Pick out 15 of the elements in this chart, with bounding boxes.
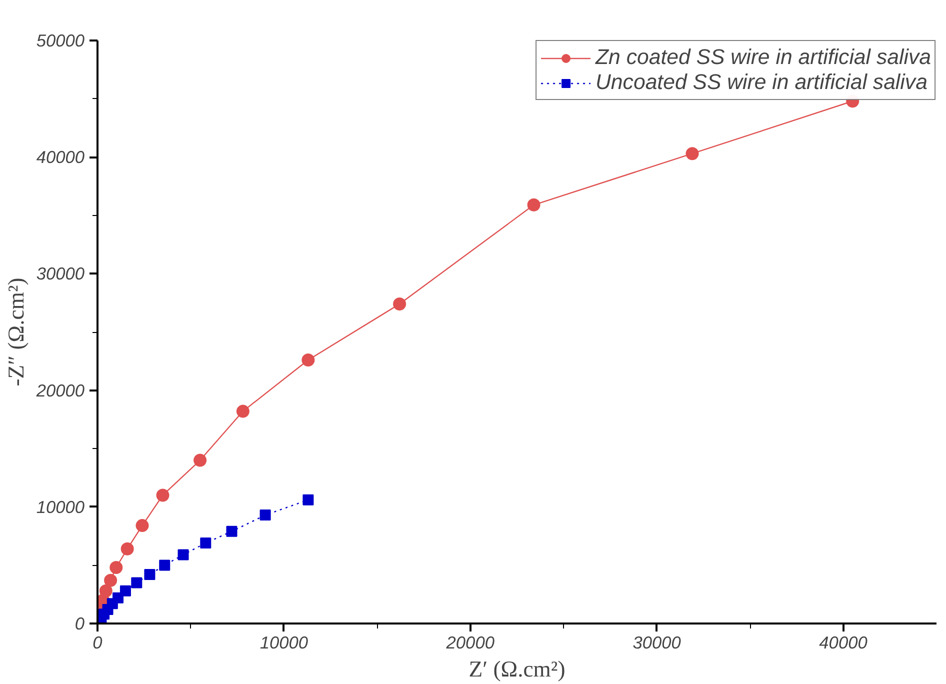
x-tick-label: 10000 xyxy=(260,632,308,652)
y-tick-label: 50000 xyxy=(36,30,85,50)
y-tick-label: 10000 xyxy=(36,496,85,517)
x-tick-label: 20000 xyxy=(445,632,495,652)
x-tick-label: 0 xyxy=(92,632,103,652)
legend-label: Zn coated SS wire in artificial saliva xyxy=(596,45,931,70)
x-axis-title: Z′ (Ω.cm²) xyxy=(468,656,566,682)
y-axis-title: -Z″ (Ω.cm²) xyxy=(3,278,28,386)
y-tick-label: 0 xyxy=(74,614,85,634)
y-tick-label: 20000 xyxy=(35,380,85,400)
legend-label: Uncoated SS wire in artificial saliva xyxy=(596,70,928,95)
y-tick-label: 40000 xyxy=(36,147,85,168)
x-tick-label: 40000 xyxy=(819,632,868,652)
x-tick-label: 30000 xyxy=(632,632,682,652)
y-tick-label: 30000 xyxy=(36,264,85,284)
